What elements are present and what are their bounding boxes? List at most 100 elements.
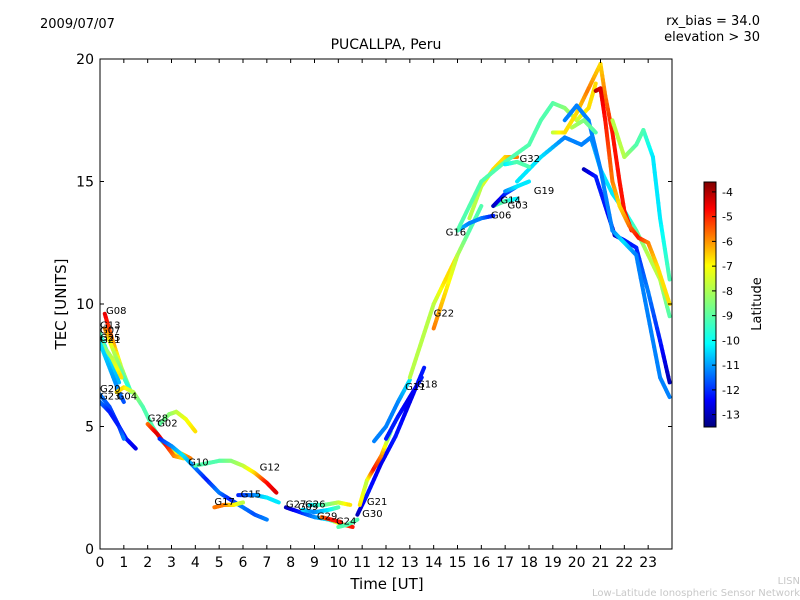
trace-segment <box>592 81 598 89</box>
series-trace-33 <box>593 86 672 306</box>
series-g15 <box>236 493 281 505</box>
series-g23 <box>100 400 126 441</box>
x-tick-label: 6 <box>239 555 248 571</box>
trace-segment <box>118 373 124 380</box>
series-g09 <box>300 505 341 515</box>
series-trace-37 <box>569 118 598 135</box>
series-g19 <box>503 179 531 194</box>
series-trace-35 <box>562 103 672 400</box>
trace-segment <box>666 375 672 385</box>
satellite-label: G12 <box>260 463 280 474</box>
colorbar-tick-label: -10 <box>722 334 740 347</box>
satellite-label: G16 <box>446 227 466 238</box>
satellite-label: G22 <box>434 308 454 319</box>
x-tick-label: 14 <box>425 555 443 571</box>
x-tick-label: 18 <box>520 555 538 571</box>
x-tick-label: 4 <box>191 555 200 571</box>
x-tick-label: 5 <box>215 555 224 571</box>
x-tick-label: 21 <box>592 555 610 571</box>
x-tick-label: 7 <box>262 555 271 571</box>
satellite-label: G26 <box>305 499 325 510</box>
satellite-label: G27 <box>286 499 306 510</box>
series-trace-38 <box>503 159 531 169</box>
y-tick-label: 20 <box>76 52 94 68</box>
series-trace-36 <box>610 118 672 282</box>
x-axis-label: Time [UT] <box>349 575 423 593</box>
trace-segment <box>525 179 531 185</box>
x-tick-label: 16 <box>472 555 490 571</box>
trace-segment <box>354 517 360 523</box>
trace-segment <box>666 392 672 400</box>
elevation-label: elevation > 30 <box>664 30 760 45</box>
trace-segment <box>273 489 279 495</box>
colorbar-tick-label: -6 <box>722 235 733 248</box>
trace-segment <box>275 499 281 505</box>
trace-segment <box>132 445 138 451</box>
satellite-label: G13 <box>100 321 120 332</box>
series-g17 <box>212 500 245 510</box>
trace-segment <box>192 427 198 434</box>
trace-segment <box>406 377 412 385</box>
colorbar-tick-label: -5 <box>722 211 733 224</box>
rx-bias-label: rx_bias = 34.0 <box>666 14 760 29</box>
series-g18 <box>384 375 424 441</box>
satellite-label: G09 <box>298 502 318 513</box>
colorbar <box>703 181 717 428</box>
x-tick-label: 12 <box>377 555 395 571</box>
footer-network-abbrev: LISN <box>777 576 800 587</box>
satellite-label: G08 <box>106 306 126 317</box>
y-axis-label: TEC [UNITS] <box>52 259 70 351</box>
series-g25 <box>100 338 124 380</box>
x-tick-label: 3 <box>167 555 176 571</box>
x-tick-label: 2 <box>143 555 152 571</box>
satellite-label: G10 <box>188 458 208 469</box>
y-tick-label: 5 <box>85 420 94 436</box>
x-tick-label: 10 <box>329 555 347 571</box>
x-tick-label: 0 <box>96 555 105 571</box>
satellite-label: G20 <box>100 384 120 395</box>
satellite-label: G18 <box>417 379 437 390</box>
trace-segment <box>187 455 193 461</box>
satellite-label: G30 <box>362 509 382 520</box>
satellite-label: G17 <box>214 497 234 508</box>
trace-segment <box>121 435 126 441</box>
trace-segment <box>666 269 672 282</box>
series-g11 <box>372 377 412 444</box>
satellite-label: G06 <box>491 210 511 221</box>
trace-segment <box>592 128 598 135</box>
trace-segment <box>420 365 427 374</box>
x-tick-label: 20 <box>568 555 586 571</box>
satellite-label: G03 <box>508 200 528 211</box>
colorbar-tick-label: -11 <box>722 359 740 372</box>
colorbar-label: Latitude <box>750 277 765 331</box>
series-g10 <box>157 436 269 522</box>
x-tick-label: 8 <box>286 555 295 571</box>
trace-segment <box>126 384 131 390</box>
chart-title: PUCALLPA, Peru <box>330 37 442 53</box>
colorbar-tick-label: -4 <box>722 186 733 199</box>
colorbar-tick-label: -9 <box>722 310 733 323</box>
x-tick-label: 1 <box>119 555 128 571</box>
series-g26 <box>307 500 353 507</box>
satellite-label: G25 <box>100 333 120 344</box>
series-g21 <box>100 341 126 404</box>
y-tick-label: 0 <box>85 542 94 558</box>
colorbar-tick-label: -13 <box>722 409 740 422</box>
trace-segment <box>115 377 122 385</box>
footer-network-name: Low-Latitude Ionospheric Sensor Network <box>592 588 800 599</box>
satellite-label: G11 <box>405 382 425 393</box>
satellite-label: G29 <box>317 512 337 523</box>
satellite-label: G14 <box>500 196 520 207</box>
series-g24 <box>336 517 360 529</box>
colorbar-ticks: -4 -5 -6 -7 -8 -9 -10 -11 -12 -13 <box>712 186 740 422</box>
satellite-label: G32 <box>519 154 539 165</box>
trace-segment <box>666 309 672 319</box>
x-tick-label: 22 <box>615 555 633 571</box>
satellite-label: G19 <box>534 186 554 197</box>
plot-frame <box>99 58 673 550</box>
satellite-label: G07 <box>100 325 120 336</box>
satellite-label: G02 <box>157 419 177 430</box>
y-tick-label: 10 <box>76 297 94 313</box>
